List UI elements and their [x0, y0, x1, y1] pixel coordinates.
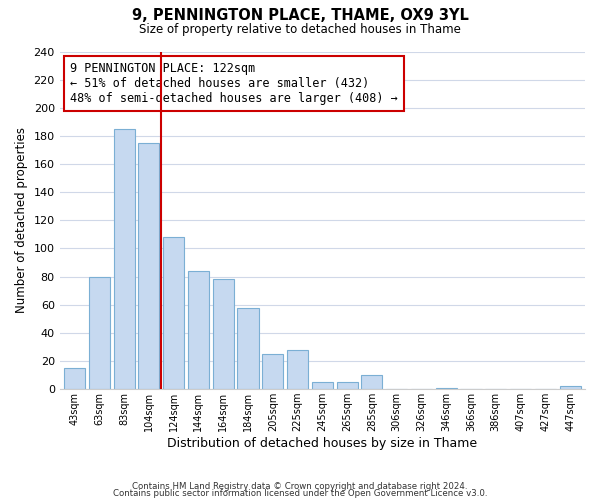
Text: 9, PENNINGTON PLACE, THAME, OX9 3YL: 9, PENNINGTON PLACE, THAME, OX9 3YL: [131, 8, 469, 22]
Text: Contains public sector information licensed under the Open Government Licence v3: Contains public sector information licen…: [113, 489, 487, 498]
Bar: [139, 143, 160, 389]
Bar: [238, 308, 259, 389]
Bar: [337, 382, 358, 389]
Bar: [113, 129, 134, 389]
Text: Size of property relative to detached houses in Thame: Size of property relative to detached ho…: [139, 22, 461, 36]
Bar: [262, 354, 283, 389]
Bar: [287, 350, 308, 389]
Bar: [312, 382, 333, 389]
Text: 9 PENNINGTON PLACE: 122sqm
← 51% of detached houses are smaller (432)
48% of sem: 9 PENNINGTON PLACE: 122sqm ← 51% of deta…: [70, 62, 398, 104]
Bar: [188, 271, 209, 389]
Bar: [163, 237, 184, 389]
Bar: [89, 276, 110, 389]
Bar: [560, 386, 581, 389]
Bar: [361, 375, 382, 389]
Text: Contains HM Land Registry data © Crown copyright and database right 2024.: Contains HM Land Registry data © Crown c…: [132, 482, 468, 491]
Bar: [212, 280, 234, 389]
Y-axis label: Number of detached properties: Number of detached properties: [15, 128, 28, 314]
X-axis label: Distribution of detached houses by size in Thame: Distribution of detached houses by size …: [167, 437, 478, 450]
Bar: [436, 388, 457, 389]
Bar: [64, 368, 85, 389]
